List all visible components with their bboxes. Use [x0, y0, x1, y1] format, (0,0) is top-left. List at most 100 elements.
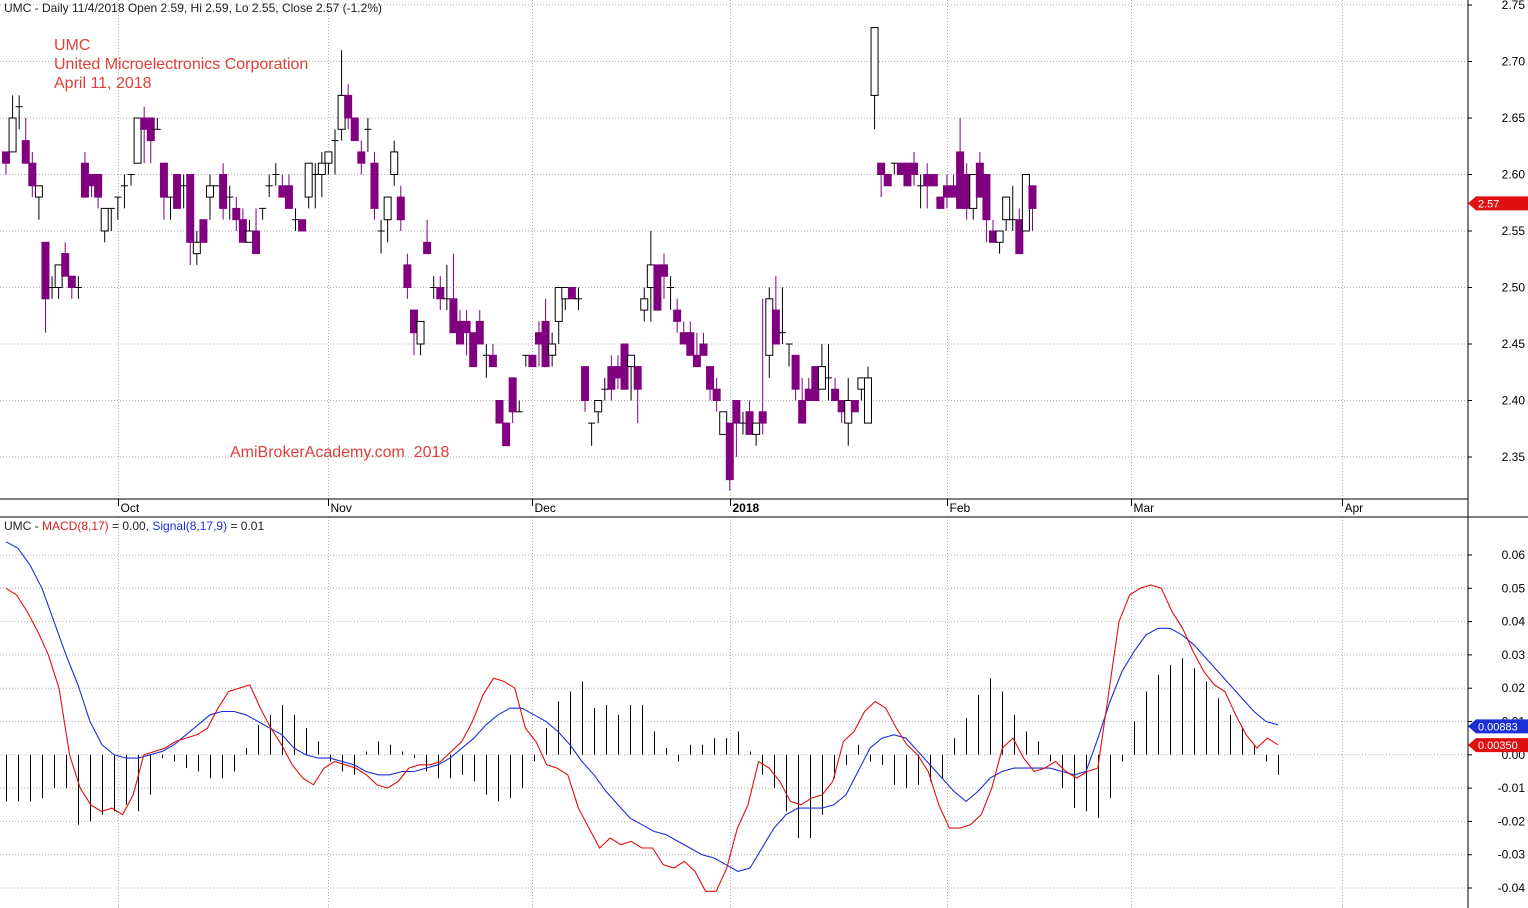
candle-body [620, 343, 629, 390]
candle-body [41, 241, 50, 300]
candle-body [232, 207, 241, 221]
candle-body [337, 94, 346, 130]
candle-body [508, 377, 517, 413]
candle-body [28, 162, 37, 187]
x-tick-label: Oct [121, 501, 140, 515]
candle-body [173, 174, 182, 209]
candle-body [133, 117, 142, 164]
candle-body [640, 298, 649, 311]
candle-body [219, 174, 228, 209]
candle-body [238, 219, 247, 243]
candle-body [80, 162, 89, 198]
candle-body [660, 264, 668, 277]
candle-body [857, 377, 866, 390]
candle-body [765, 298, 774, 356]
candle-body [370, 162, 379, 209]
price-y-axis: 2.75 2.70 2.65 2.60 2.55 2.50 2.45 2.40 2.35 [1468, 0, 1525, 464]
candle-body [923, 174, 932, 187]
last-price-tag-bg [1468, 196, 1528, 211]
candle-body [554, 287, 563, 322]
candle-body [745, 411, 754, 435]
candle-body [719, 411, 728, 435]
price-header-prefix: UMC - [4, 1, 42, 15]
candle-body [982, 174, 991, 221]
macd-y-tick-label: 0.02 [1502, 681, 1526, 695]
macd-y-tick-label: 0.03 [1502, 648, 1526, 662]
price-y-tick-label: 2.50 [1502, 281, 1526, 295]
candle-body [962, 174, 971, 209]
candle-body [403, 264, 412, 288]
candle-body [186, 174, 195, 243]
macd-y-tick-label: -0.02 [1498, 814, 1526, 828]
price-y-tick-label: 2.70 [1502, 55, 1526, 69]
candle-body [383, 196, 392, 221]
candle-body [192, 241, 201, 255]
signal-line [5, 541, 1279, 872]
candle-body [416, 320, 425, 345]
x-tick-label: Nov [331, 501, 352, 515]
candle-body [594, 400, 603, 413]
candle-body [633, 366, 642, 390]
candle-body [390, 151, 399, 175]
candle-body [8, 117, 17, 153]
candle-body [910, 162, 919, 175]
candle-body [936, 196, 945, 209]
candle-body [692, 354, 701, 368]
candle-body [561, 287, 570, 300]
macd-y-tick-label: -0.03 [1498, 848, 1526, 862]
candle-body [831, 388, 840, 402]
candle-body [1015, 219, 1024, 255]
candle-body [883, 174, 892, 187]
candle-body [706, 366, 715, 390]
candle-body [673, 309, 682, 322]
candle-body [528, 354, 537, 368]
candle-body [205, 185, 214, 198]
candle-body [798, 400, 807, 424]
price-y-tick-label: 2.45 [1502, 337, 1526, 351]
candle-body [146, 117, 155, 142]
candle-body [956, 151, 965, 209]
candle-body [679, 332, 688, 345]
candle-body [34, 185, 43, 198]
chart-title-date: April 11, 2018 [54, 75, 152, 92]
candle-body [396, 196, 405, 221]
date-x-axis: Oct Nov Dec 2018 Feb Mar Apr [118, 499, 1363, 515]
candle-body [409, 309, 418, 334]
x-tick-label: Mar [1134, 501, 1155, 515]
candle-body [324, 151, 333, 164]
macd-header-prefix: UMC - [4, 519, 42, 533]
candle-body [686, 332, 695, 356]
signal-value-tag-label: 0.00883 [1478, 721, 1518, 733]
candle-body [298, 219, 307, 232]
macd-value-tag-bg [1468, 738, 1528, 753]
candle-body [436, 287, 445, 300]
signal-value-tag-bg [1468, 719, 1528, 734]
candle-body [87, 174, 96, 187]
candle-body [100, 207, 109, 232]
macd-value-tag-label: 0.00350 [1478, 740, 1518, 752]
candle-body [252, 230, 261, 255]
macd-histogram [6, 658, 1279, 839]
candle-body [817, 366, 826, 390]
candle-body [61, 253, 70, 277]
price-y-tick-label: 2.65 [1502, 111, 1526, 125]
value-tags: 2.57 0.00883 0.00350 [1468, 196, 1528, 753]
candle-body [54, 264, 63, 288]
macd-y-tick-label: -0.01 [1498, 781, 1526, 795]
candle-body [278, 185, 287, 198]
price-candles [2, 27, 1037, 491]
macd-header-value: = 0.00, [108, 519, 153, 533]
x-tick-label: Feb [950, 501, 971, 515]
x-tick-label: 2018 [733, 501, 760, 515]
candle-body [863, 377, 872, 424]
chart-title-symbol: UMC [54, 37, 91, 54]
price-y-tick-label: 2.55 [1502, 224, 1526, 238]
candle-body [877, 162, 886, 175]
candle-body [725, 422, 734, 481]
signal-header-value: = 0.01 [227, 519, 265, 533]
candle-body [837, 400, 846, 413]
candle-body [870, 27, 879, 96]
price-y-tick-label: 2.35 [1502, 450, 1526, 464]
